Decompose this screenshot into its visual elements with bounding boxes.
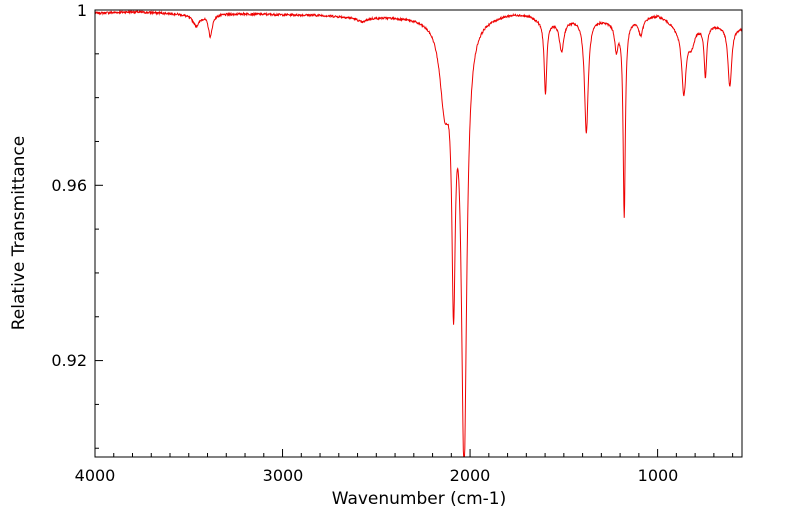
x-tick-label-2000: 2000 [450, 466, 491, 485]
plot-frame [94, 9, 743, 458]
x-tick-label-4000: 4000 [75, 466, 116, 485]
series-line-spectrum [94, 9, 743, 458]
y-axis-title: Relative Transmittance [9, 136, 29, 331]
x-tick-label-1000: 1000 [638, 466, 679, 485]
plot-background [95, 10, 742, 457]
y-tick-label-0.92: 0.92 [51, 351, 87, 370]
x-tick-label-3000: 3000 [263, 466, 304, 485]
minor-ticks [95, 53, 734, 457]
y-tick-label-0.96: 0.96 [51, 176, 87, 195]
y-tick-label-1: 1 [77, 1, 87, 20]
x-axis-title: Wavenumber (cm-1) [332, 489, 507, 509]
